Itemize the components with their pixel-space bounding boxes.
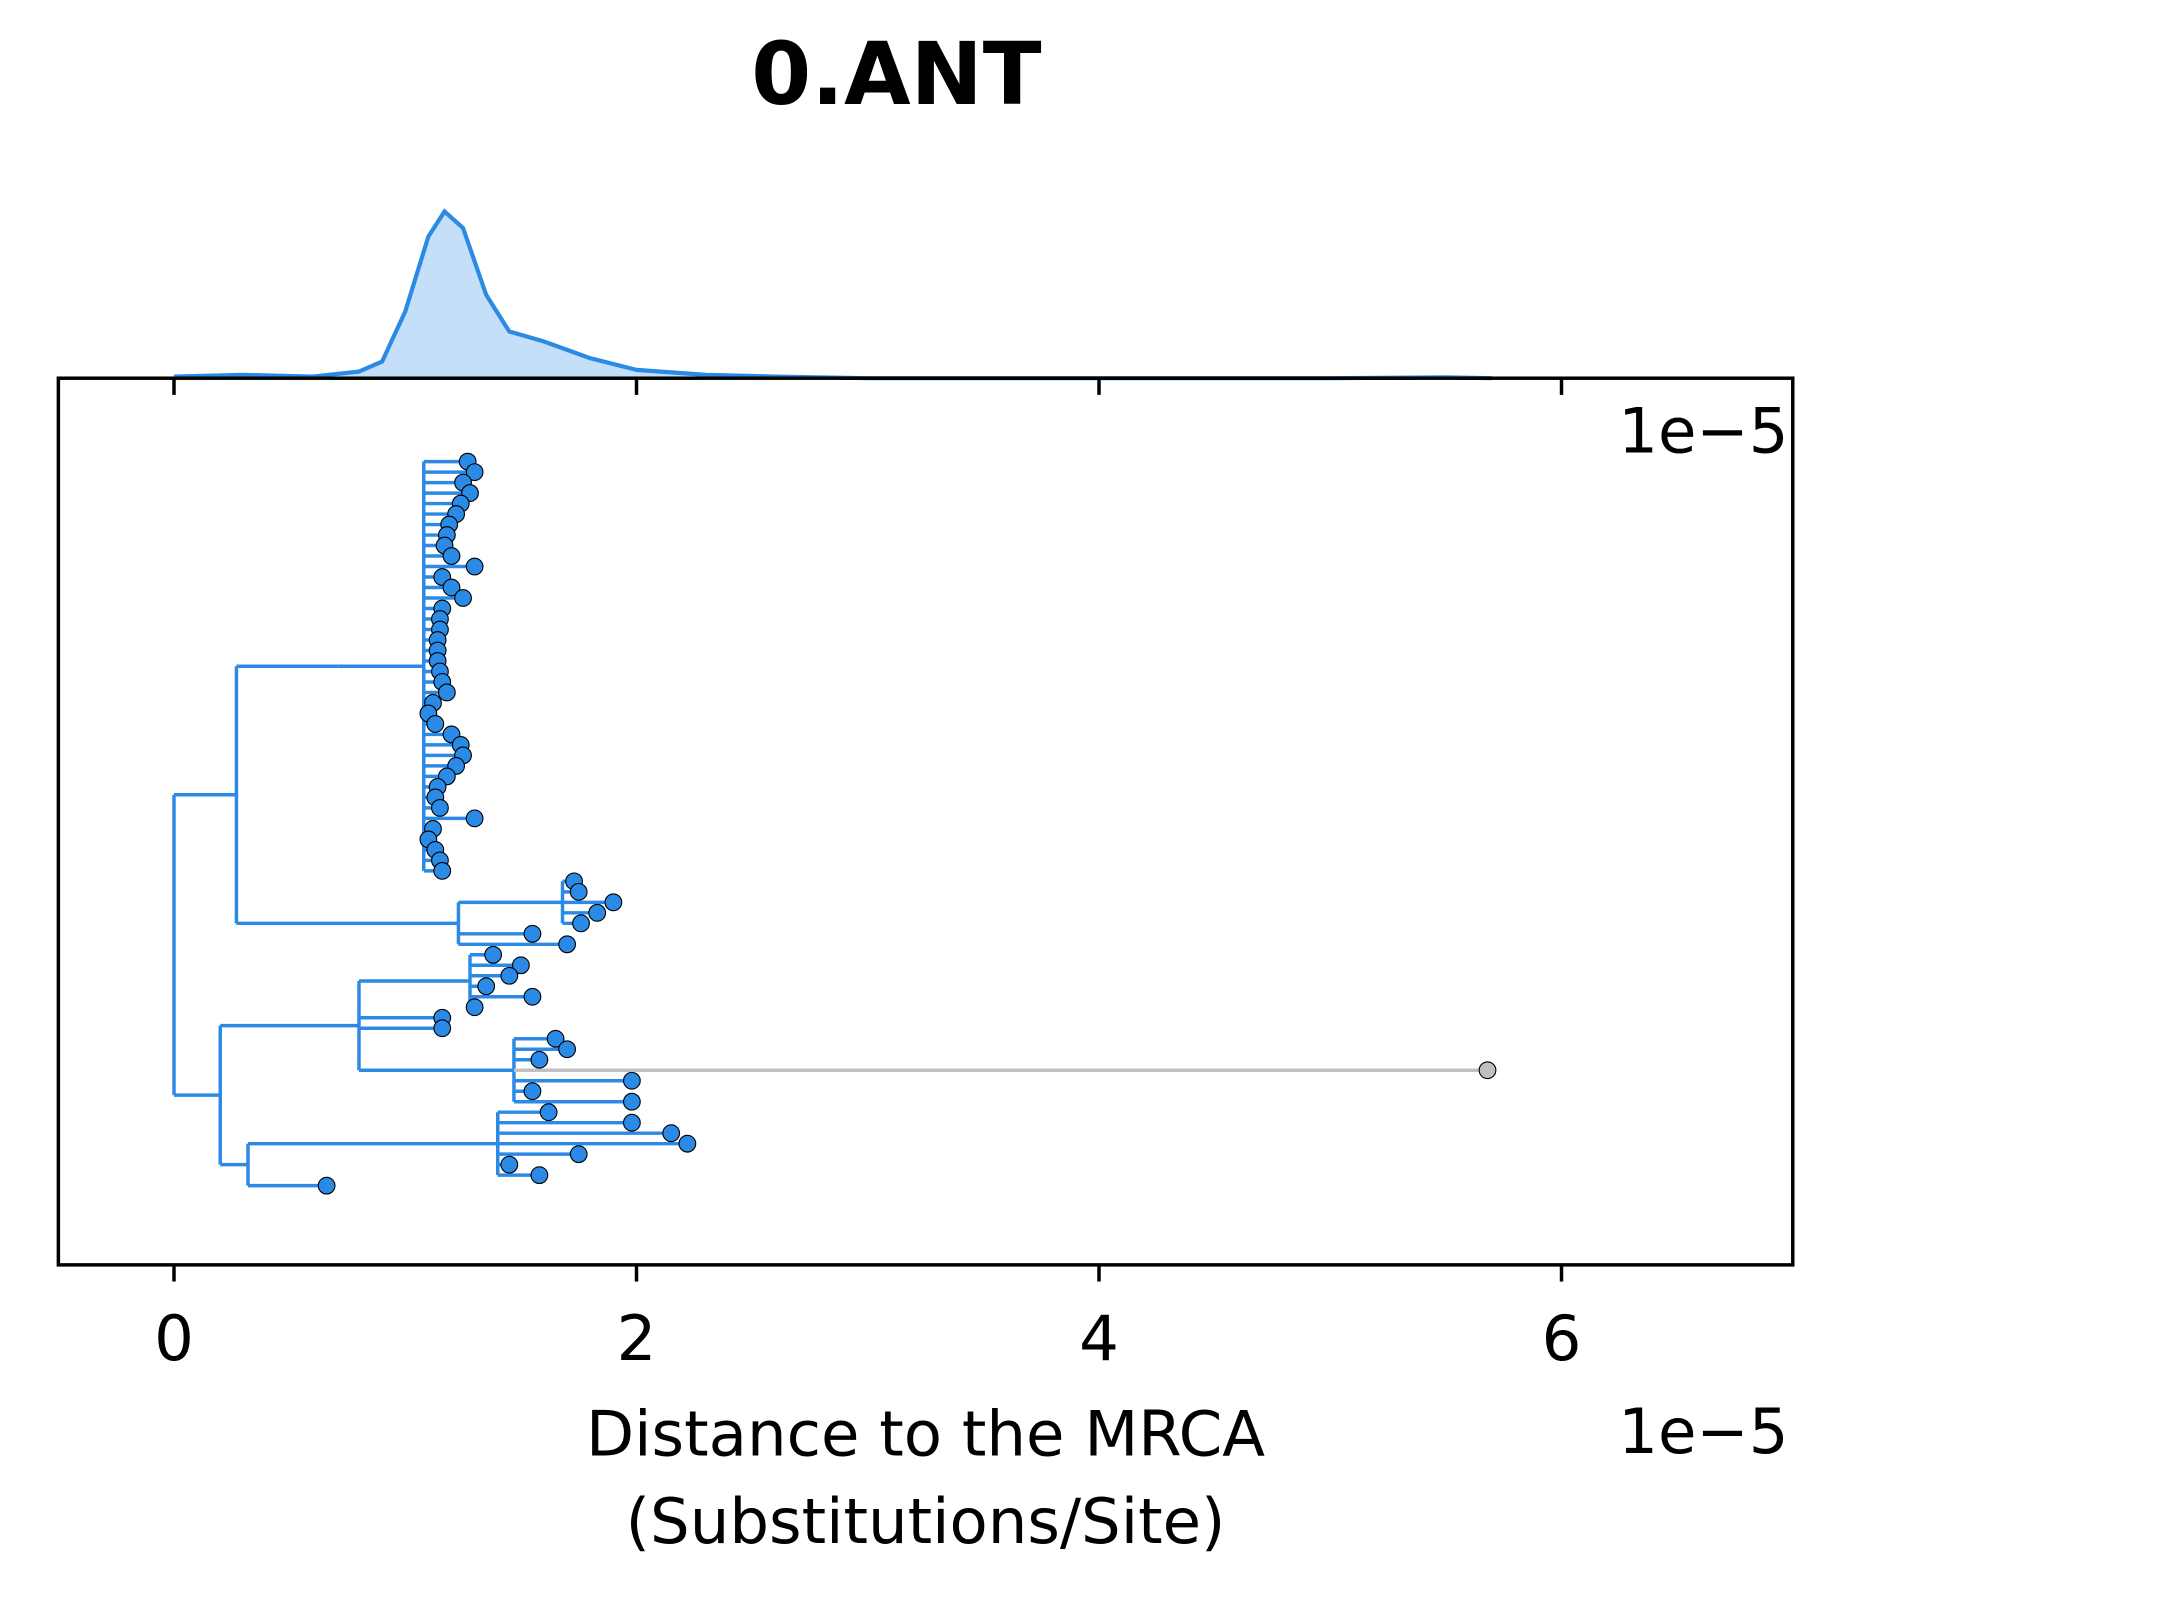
x-tick-label: 0 [154, 1302, 194, 1375]
tip-point [558, 935, 577, 954]
tip-point [442, 578, 461, 597]
tip-point [546, 1029, 565, 1048]
tip-point [484, 945, 503, 964]
tip-point [604, 893, 623, 912]
x-tick-label: 4 [1079, 1302, 1119, 1375]
tip-point [465, 809, 484, 828]
offset-label: 1e−5 [1618, 1395, 1788, 1468]
tip-point [454, 589, 472, 607]
x-tick-label: 2 [617, 1302, 657, 1375]
tip-point [569, 882, 588, 901]
tip-point [662, 1124, 681, 1143]
plot-frame [56, 376, 1795, 1267]
tip-point [433, 861, 452, 880]
tip-point [442, 547, 461, 565]
tip-point [588, 903, 607, 922]
density-line [173, 208, 1493, 381]
density-area [173, 211, 1493, 379]
tip-point [465, 998, 484, 1017]
tip-point [465, 557, 484, 576]
chart-title: 0.ANT [751, 25, 1041, 125]
tip-point [530, 1050, 549, 1069]
offset-label: 1e−5 [1618, 394, 1788, 467]
tip-point [431, 798, 449, 817]
tip-point [511, 956, 530, 975]
tip-point [433, 1019, 452, 1038]
tip-point [437, 683, 456, 702]
tip-point [622, 1113, 641, 1132]
tip-point [622, 1092, 641, 1111]
tip-point [500, 1155, 519, 1174]
tip-point [678, 1134, 697, 1153]
tip-point [558, 1040, 577, 1059]
tip-point [523, 987, 542, 1006]
tip-point [426, 715, 445, 733]
tip-point [569, 1145, 588, 1164]
x-tick-label: 6 [1542, 1302, 1582, 1375]
tip-point [317, 1176, 336, 1195]
tip-point [500, 966, 519, 985]
tip-point [477, 977, 496, 996]
tip-point [622, 1071, 641, 1090]
tip-point [465, 463, 484, 481]
x-axis-label: (Substitutions/Site) [626, 1485, 1226, 1558]
tip-point [523, 924, 542, 943]
tip-point [539, 1103, 558, 1122]
tip-point [523, 1082, 542, 1101]
tip-point [572, 914, 590, 933]
tip-point [1478, 1061, 1497, 1080]
tip-point [530, 1166, 549, 1185]
x-axis-label: Distance to the MRCA [586, 1398, 1265, 1471]
